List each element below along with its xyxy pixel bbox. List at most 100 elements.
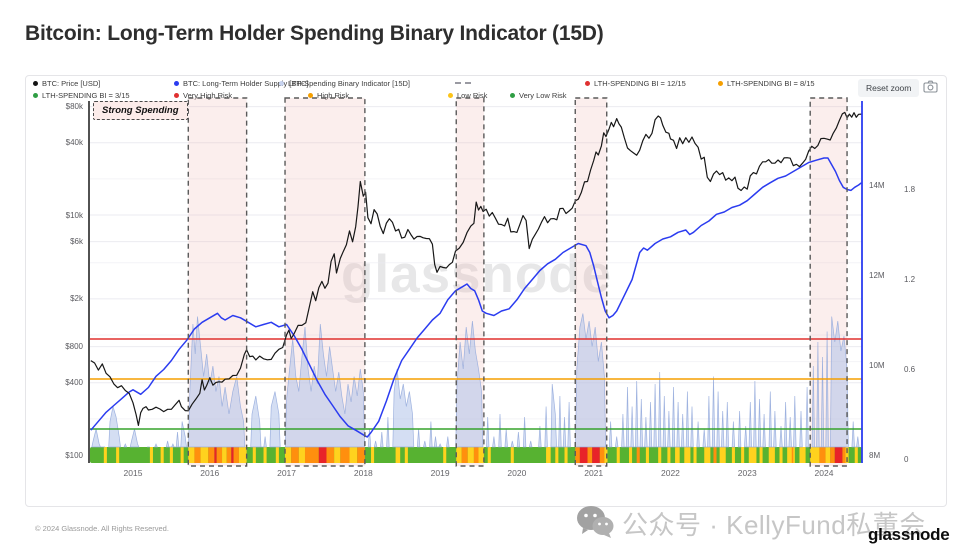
year-tick-label: 2020 (507, 468, 527, 478)
risk-strip-segment (658, 447, 662, 463)
glassnode-logo: glassnode (868, 525, 950, 544)
year-tick-label: 2018 (353, 468, 373, 478)
risk-strip-segment (456, 447, 462, 463)
strong-spending-region-border (284, 97, 366, 467)
risk-strip-segment (741, 447, 745, 463)
risk-strip-segment (842, 447, 846, 463)
legend-label: Very High Risk (183, 90, 233, 100)
risk-strip-segment (149, 447, 153, 463)
reset-zoom-button[interactable]: Reset zoom (858, 79, 920, 97)
supply-tick-label: 8M (869, 450, 881, 460)
supply-tick-label: 14M (869, 180, 885, 190)
risk-strip-segment (208, 447, 215, 463)
risk-strip-segment (226, 447, 232, 463)
price-tick-label: $800 (65, 342, 83, 352)
lth-supply-series (90, 157, 863, 438)
risk-strip-segment (854, 447, 858, 463)
risk-strip-segment (349, 447, 358, 463)
legend-item-lth-spending-bi-12-15[interactable]: LTH-SPENDING BI = 12/15 (585, 78, 686, 88)
risk-strip-segment (768, 447, 775, 463)
risk-strip-segment (395, 447, 401, 463)
risk-strip-segment (719, 447, 726, 463)
risk-strip-segment (180, 447, 184, 463)
wechat-icon (576, 505, 614, 544)
price-tick-label: $6k (70, 237, 83, 247)
risk-strip-segment (731, 447, 735, 463)
supply-tick-label: 12M (869, 270, 885, 280)
year-tick-label: 2015 (123, 468, 143, 478)
legend-item-very-high-risk[interactable]: Very High Risk (174, 90, 232, 100)
legend-label: LTH-Spending Binary Indicator [15D] (288, 78, 411, 88)
risk-strip-segment (340, 447, 350, 463)
dash-line-icon (455, 82, 471, 84)
risk-strip-segment (473, 447, 479, 463)
legend-item-lth-spending-binary-indicator-15d[interactable]: LTH-Spending Binary Indicator [15D] (279, 78, 410, 88)
price-tick-label: $400 (65, 378, 83, 388)
risk-strip-segment (238, 447, 247, 463)
risk-strip-segment (461, 447, 468, 463)
risk-strip-segment (169, 447, 173, 463)
legend-label: LTH-SPENDING BI = 3/15 (42, 90, 130, 100)
legend-label: BTC: Price [USD] (42, 78, 101, 88)
risk-strip-segment (371, 447, 375, 463)
camera-icon[interactable] (923, 80, 938, 93)
risk-strip-segment (404, 447, 408, 463)
page-title: Bitcoin: Long-Term Holder Spending Binar… (25, 22, 604, 45)
legend-dot-icon (279, 80, 284, 86)
legend-item-btc-long-term-holder-supply-btc[interactable]: BTC: Long-Term Holder Supply [BTC] (174, 78, 308, 88)
risk-strip-segment (819, 447, 826, 463)
risk-strip-segment (645, 447, 649, 463)
risk-strip-segment (188, 447, 195, 463)
legend-label: Very Low Risk (519, 90, 567, 100)
legend-label: LTH-SPENDING BI = 8/15 (727, 78, 815, 88)
risk-strip-segment (555, 447, 559, 463)
legend-item-dashes[interactable] (455, 78, 473, 88)
risk-strip-segment (779, 447, 783, 463)
legend-dot-icon (448, 92, 453, 98)
legend-item-very-low-risk[interactable]: Very Low Risk (510, 90, 567, 100)
risk-strip-segment (704, 447, 711, 463)
price-tick-label: $40k (65, 138, 83, 148)
price-tick-label: $80k (65, 102, 83, 112)
risk-strip-segment (713, 447, 717, 463)
strong-spending-region-border (809, 97, 848, 467)
strong-spending-text: Strong Spending (102, 105, 179, 116)
wechat-banner: 公众号 · KellyFund私董会 (576, 505, 926, 544)
wechat-text: 公众号 · KellyFund私董会 (622, 510, 926, 540)
risk-strip-segment (845, 447, 849, 463)
legend-item-btc-price-usd[interactable]: BTC: Price [USD] (33, 78, 100, 88)
year-tick-label: 2017 (277, 468, 297, 478)
risk-strip-segment (546, 447, 551, 463)
legend-item-high-risk[interactable]: High Risk (308, 90, 349, 100)
legend-dot-icon (33, 80, 38, 86)
risk-strip-segment (194, 447, 201, 463)
legend-label: High Risk (317, 90, 350, 100)
risk-strip-segment (285, 447, 292, 463)
risk-strip-segment (592, 447, 600, 463)
strong-spending-region-border (187, 97, 248, 467)
legend-item-low-risk[interactable]: Low Risk (448, 90, 487, 100)
risk-strip-segment (222, 447, 227, 463)
risk-strip-segment (810, 447, 820, 463)
risk-strip-segment (564, 447, 568, 463)
risk-strip-segment (443, 447, 447, 463)
risk-strip-segment (357, 447, 365, 463)
legend-dot-icon (585, 80, 590, 86)
risk-strip-segment (787, 447, 795, 463)
legend-label: Low Risk (457, 90, 488, 100)
year-tick-label: 2024 (814, 468, 834, 478)
risk-strip-segment (830, 447, 835, 463)
indicator-tick-label: 1.8 (904, 184, 916, 194)
legend-dot-icon (510, 92, 515, 98)
risk-strip-segment (587, 447, 593, 463)
risk-strip-segment (684, 447, 691, 463)
risk-strip-segment (628, 447, 633, 463)
legend-label: LTH-SPENDING BI = 12/15 (594, 78, 686, 88)
indicator-tick-label: 1.2 (904, 274, 916, 284)
legend-item-lth-spending-bi-8-15[interactable]: LTH-SPENDING BI = 8/15 (718, 78, 815, 88)
risk-strip-segment (160, 447, 164, 463)
year-tick-label: 2022 (660, 468, 680, 478)
legend-item-lth-spending-bi-3-15[interactable]: LTH-SPENDING BI = 3/15 (33, 90, 130, 100)
